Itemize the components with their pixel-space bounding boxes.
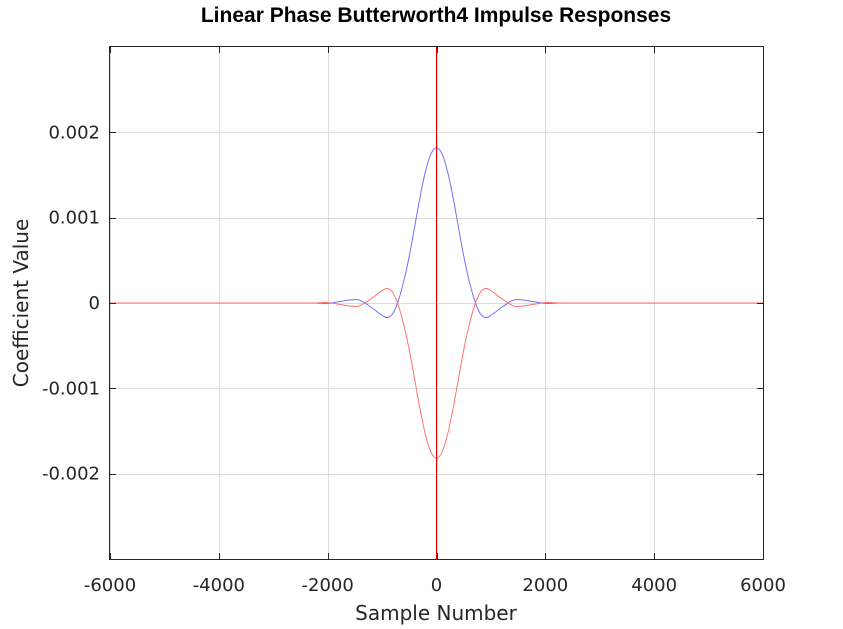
y-tick-label: 0.002 [48,122,100,143]
chart-title: Linear Phase Butterworth4 Impulse Respon… [201,4,671,27]
series-layer [109,47,764,559]
x-tick-label: 4000 [631,575,677,596]
y-axis-label: Coefficient Value [9,219,33,388]
x-tick-label: 6000 [740,575,786,596]
x-axis-label: Sample Number [355,601,517,625]
x-tick-label: 2000 [522,575,568,596]
x-tick-label: 0 [431,575,442,596]
x-tick-label: -2000 [302,575,354,596]
y-tick-label: -0.002 [42,464,100,485]
plot-frame [109,46,764,560]
y-tick-label: 0 [89,293,100,314]
x-tick-label: -4000 [193,575,245,596]
x-tick-label: -6000 [84,575,136,596]
ticks: -6000 -4000 -2000 0 2000 4000 6000 -0.002 -0.001… [42,47,786,596]
y-tick-label: 0.001 [48,208,100,229]
y-tick-label: -0.001 [42,378,100,399]
